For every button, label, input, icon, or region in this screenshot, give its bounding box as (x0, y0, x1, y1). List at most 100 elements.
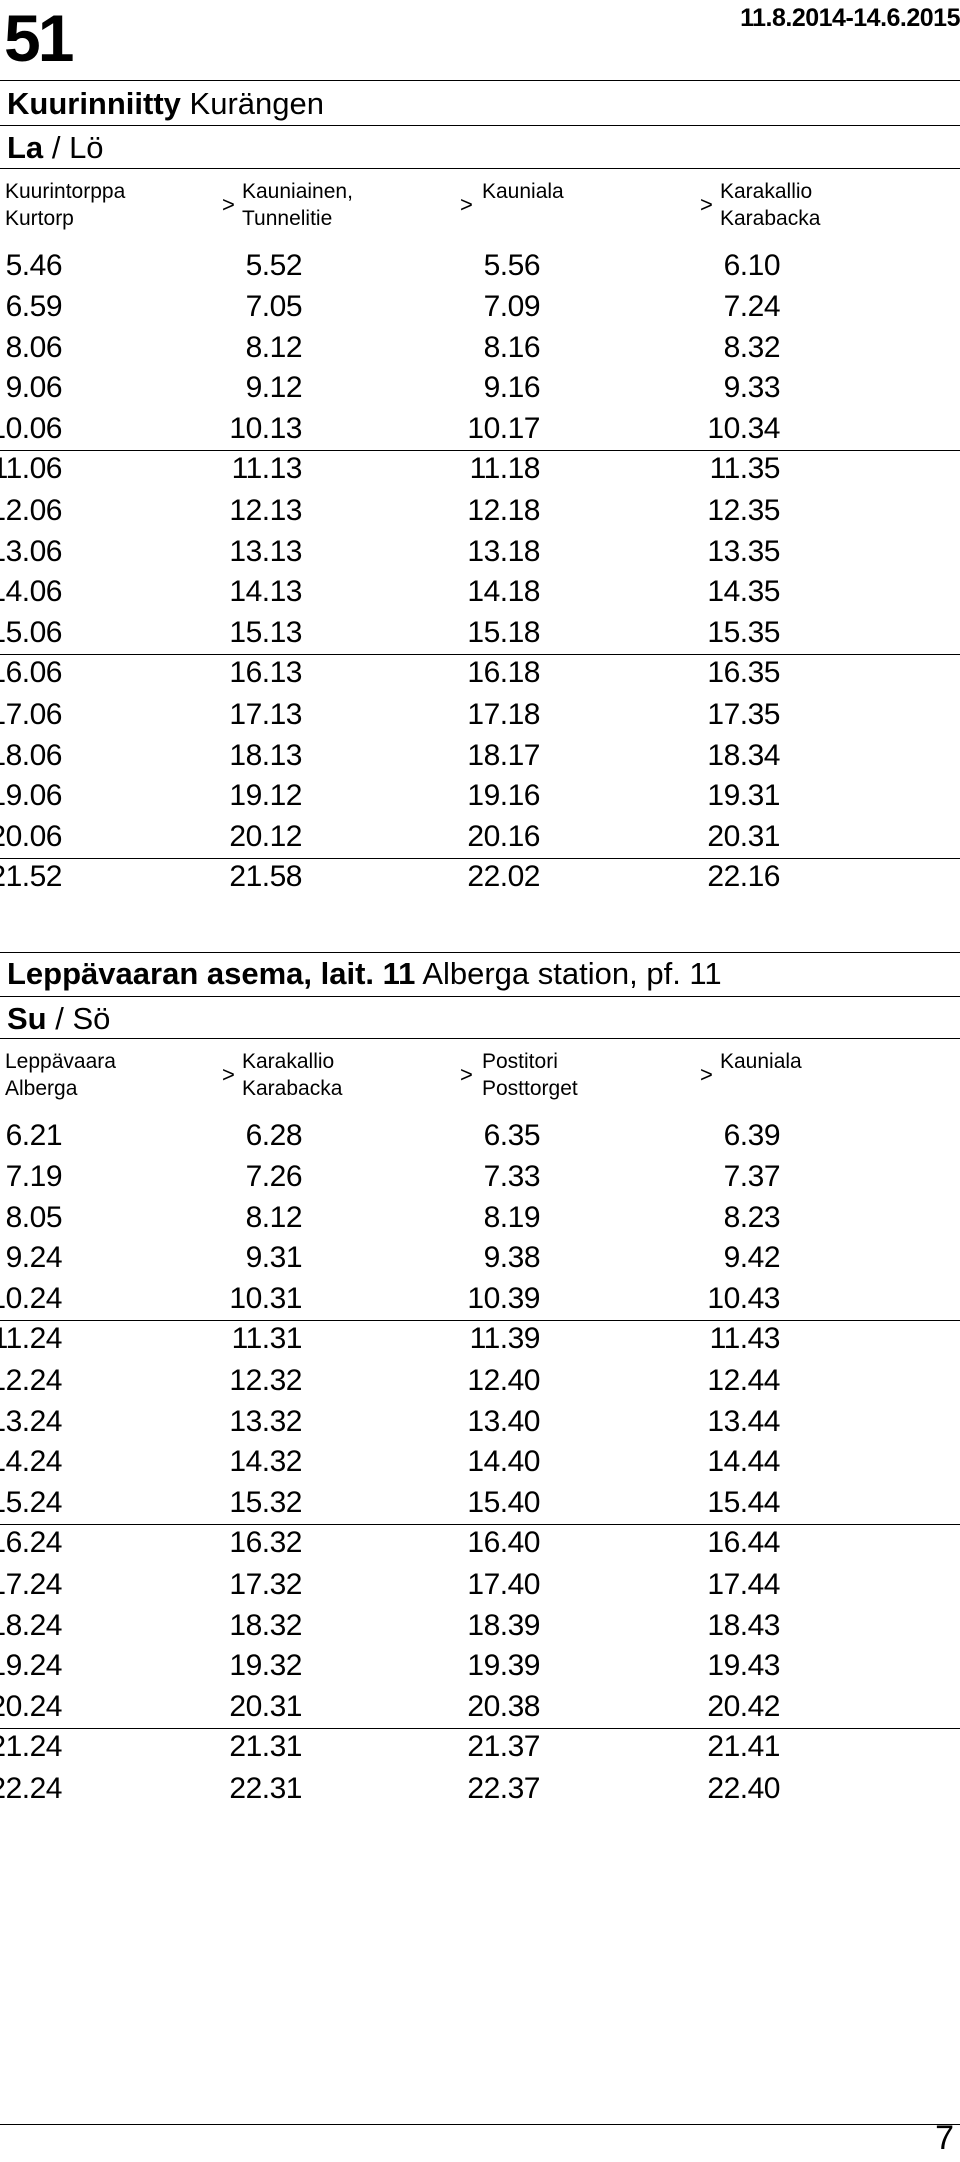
departure-time: 19.32 (229, 1649, 302, 1683)
departure-time: 16.40 (467, 1525, 540, 1559)
section-1-title-sv: Kurängen (189, 86, 324, 121)
timetable-row: 5.46 5.52 5.56 6.10 (0, 246, 960, 287)
departure-time: 15.35 (707, 616, 780, 650)
departure-time: 16.44 (707, 1525, 780, 1559)
arrow-icon: > (460, 1062, 473, 1087)
departure-time: 6.21 (5, 1119, 63, 1152)
departure-time: 6.10 (723, 249, 781, 282)
departure-time: 18.34 (707, 738, 780, 772)
departure-time: 13.35 (707, 534, 780, 568)
departure-time: 7.37 (723, 1159, 781, 1193)
timetable-row: 18.06 18.13 18.17 18.34 (0, 736, 960, 777)
departure-time: 9.31 (245, 1241, 303, 1275)
timetable-row: 10.06 10.13 10.17 10.34 (0, 409, 960, 450)
departure-time: 6.39 (723, 1119, 781, 1152)
validity-period: 11.8.2014-14.6.2015 (740, 4, 960, 32)
stop-header: Kauniala (720, 1048, 802, 1075)
departure-time: 18.17 (467, 738, 540, 772)
departure-time: 5.52 (245, 249, 303, 282)
departure-time: 22.02 (467, 859, 540, 893)
timetable-row: 21.52 21.58 22.02 22.16 (0, 857, 960, 899)
departure-time: 10.06 (0, 412, 63, 446)
departure-time: 14.18 (467, 575, 540, 609)
departure-time: 11.31 (231, 1321, 303, 1355)
timetable-row: 15.06 15.13 15.18 15.35 (0, 613, 960, 654)
departure-time: 21.41 (707, 1729, 780, 1763)
stop-name-sv: Karabacka (242, 1077, 343, 1100)
departure-time: 17.06 (0, 697, 63, 731)
departure-time: 15.44 (707, 1486, 780, 1520)
divider (0, 125, 960, 126)
departure-time: 7.05 (245, 289, 303, 323)
departure-time: 19.16 (467, 779, 540, 813)
stop-name-fi: Leppävaara (5, 1050, 116, 1073)
arrow-icon: > (222, 1062, 235, 1087)
departure-time: 20.16 (467, 820, 540, 854)
departure-time: 9.16 (483, 371, 541, 405)
timetable-row: 11.24 11.31 11.39 11.43 (0, 1319, 960, 1361)
page-number: 7 (935, 2119, 954, 2157)
stop-name-fi: Karakallio (720, 180, 813, 203)
departure-time: 15.32 (229, 1486, 302, 1520)
departure-time: 13.13 (229, 534, 302, 568)
timetable-row: 11.06 11.13 11.18 11.35 (0, 449, 960, 491)
timetable-row: 9.24 9.31 9.38 9.42 (0, 1238, 960, 1279)
timetable-row: 14.06 14.13 14.18 14.35 (0, 572, 960, 613)
departure-time: 8.16 (483, 330, 541, 364)
departure-time: 19.24 (0, 1649, 63, 1683)
departure-time: 17.32 (229, 1567, 302, 1601)
departure-time: 5.56 (483, 249, 541, 282)
section-2-title: Leppävaaran asema, lait. 11 Alberga stat… (7, 956, 722, 992)
departure-time: 7.19 (5, 1159, 63, 1193)
stop-name-sv: Karabacka (720, 207, 821, 230)
departure-time: 10.39 (467, 1282, 540, 1316)
departure-time: 19.12 (229, 779, 302, 813)
route-number: 51 (4, 1, 74, 75)
departure-time: 16.06 (0, 655, 63, 689)
timetable-row: 16.06 16.13 16.18 16.35 (0, 653, 960, 695)
timetable-row: 10.24 10.31 10.39 10.43 (0, 1279, 960, 1320)
departure-time: 14.13 (229, 575, 302, 609)
departure-time: 11.06 (0, 451, 63, 485)
departure-time: 10.34 (707, 412, 780, 446)
timetable-row: 17.24 17.32 17.40 17.44 (0, 1565, 960, 1606)
departure-time: 10.17 (467, 412, 540, 446)
stop-header: Kuurintorppa Kurtorp (5, 178, 125, 232)
section-2-day-sv: Sö (72, 1001, 111, 1036)
departure-time: 8.05 (5, 1200, 63, 1234)
departure-time: 8.19 (483, 1200, 541, 1234)
departure-time: 14.40 (467, 1445, 540, 1479)
timetable-row: 6.21 6.28 6.35 6.39 (0, 1116, 960, 1157)
stop-name-sv: Alberga (5, 1077, 78, 1100)
departure-time: 13.44 (707, 1404, 780, 1438)
departure-time: 9.38 (483, 1241, 541, 1275)
timetable-row: 8.06 8.12 8.16 8.32 (0, 328, 960, 369)
departure-time: 20.42 (707, 1690, 780, 1724)
departure-time: 15.24 (0, 1486, 63, 1520)
stop-header: Karakallio Karabacka (720, 178, 820, 232)
departure-time: 14.06 (0, 575, 63, 609)
departure-time: 21.31 (229, 1729, 302, 1763)
departure-time: 15.13 (229, 616, 302, 650)
arrow-icon: > (460, 192, 473, 217)
departure-time: 18.39 (467, 1608, 540, 1642)
departure-time: 5.46 (5, 249, 63, 282)
timetable-row: 17.06 17.13 17.18 17.35 (0, 695, 960, 736)
timetable-row: 19.06 19.12 19.16 19.31 (0, 776, 960, 817)
departure-time: 20.24 (0, 1690, 63, 1724)
departure-time: 22.31 (229, 1771, 302, 1805)
departure-time: 20.12 (229, 820, 302, 854)
section-1-title-fi: Kuurinniitty (7, 86, 181, 121)
section-1-timetable: 5.46 5.52 5.56 6.10 6.59 7.05 7.09 7.24 8.06 8.12… (0, 246, 960, 899)
timetable-row: 21.24 21.31 21.37 21.41 (0, 1727, 960, 1769)
departure-time: 17.24 (0, 1567, 63, 1601)
departure-time: 17.13 (229, 697, 302, 731)
departure-time: 14.44 (707, 1445, 780, 1479)
departure-time: 21.58 (229, 859, 302, 893)
departure-time: 10.31 (229, 1282, 302, 1316)
departure-time: 16.24 (0, 1525, 63, 1559)
stop-name-sv: Tunnelitie (242, 207, 333, 230)
stop-header: Karakallio Karabacka (242, 1048, 342, 1102)
departure-time: 10.24 (0, 1282, 63, 1316)
departure-time: 12.24 (0, 1363, 63, 1397)
